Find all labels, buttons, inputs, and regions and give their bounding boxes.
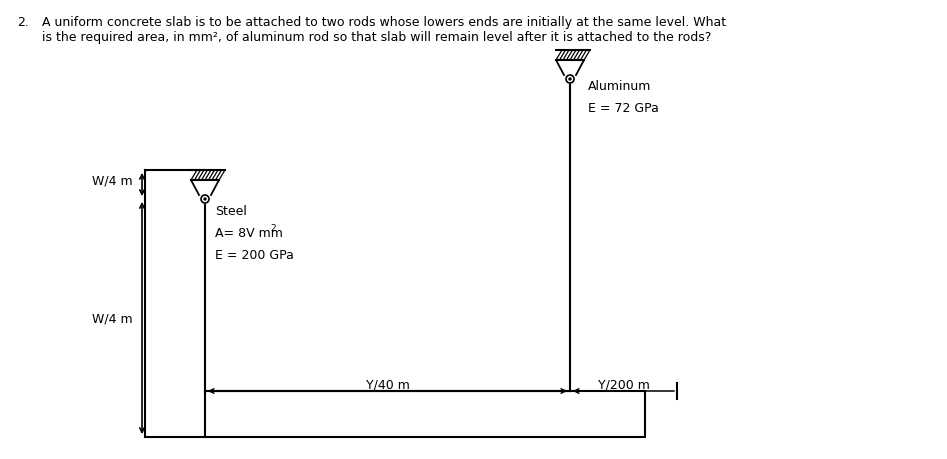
Text: A uniform concrete slab is to be attached to two rods whose lowers ends are init: A uniform concrete slab is to be attache… <box>42 16 726 44</box>
Text: W/4 m: W/4 m <box>93 174 133 187</box>
Text: E = 72 GPa: E = 72 GPa <box>588 102 659 115</box>
Bar <box>205 391 645 437</box>
Circle shape <box>201 196 209 203</box>
Text: 2.: 2. <box>17 16 28 29</box>
Text: 2: 2 <box>271 224 277 233</box>
Circle shape <box>566 76 574 84</box>
Text: Y/40 m: Y/40 m <box>366 378 409 391</box>
Text: W/4 m: W/4 m <box>93 312 133 325</box>
Circle shape <box>569 79 571 81</box>
Circle shape <box>204 199 206 201</box>
Text: Aluminum: Aluminum <box>588 80 652 93</box>
Text: Y/200 m: Y/200 m <box>598 378 650 391</box>
Text: Steel: Steel <box>215 205 247 218</box>
Text: A= 8V mm: A= 8V mm <box>215 226 283 240</box>
Text: E = 200 GPa: E = 200 GPa <box>215 248 294 262</box>
